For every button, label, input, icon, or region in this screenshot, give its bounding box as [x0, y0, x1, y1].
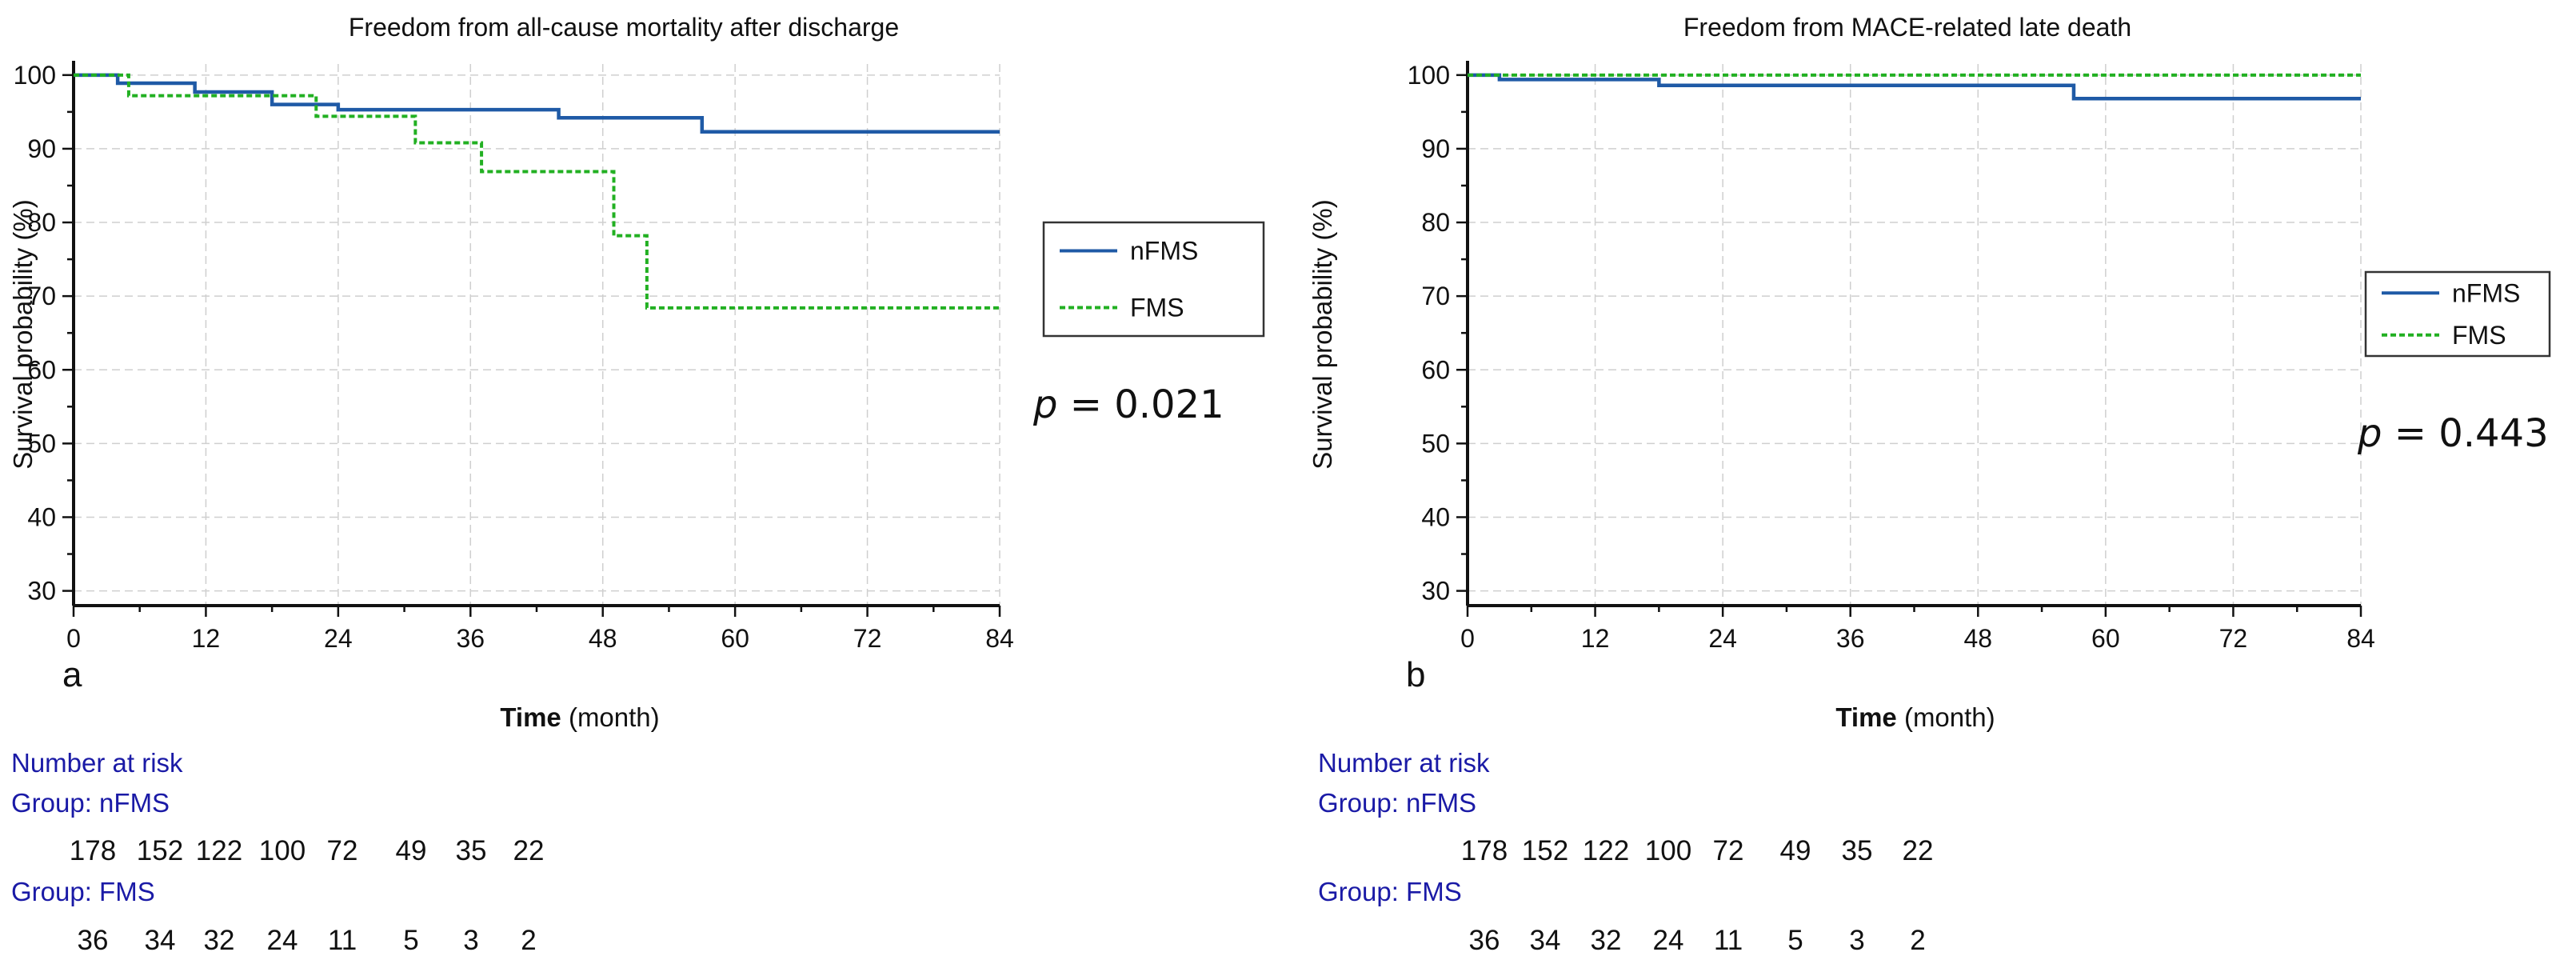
- risk-group-label-nfms: Group: nFMS: [11, 788, 170, 818]
- risk-group-label-nfms: Group: nFMS: [1318, 788, 1476, 818]
- x-tick-label: 12: [1581, 624, 1610, 653]
- y-tick-label: 40: [27, 502, 56, 531]
- y-tick-label: 40: [1421, 502, 1450, 531]
- y-tick-label: 70: [1421, 282, 1450, 310]
- x-tick-label: 48: [589, 624, 617, 653]
- p-value: p = 0.443: [2357, 411, 2549, 456]
- panel-a-chart: 30 40 50 60 70 80 90 100 0 12 24 36 48 60 72 84 Freedom …: [8, 13, 1265, 956]
- legend-label-fms: FMS: [1130, 294, 1184, 322]
- risk-count-nfms: 35: [1842, 835, 1873, 866]
- y-tick-label: 30: [27, 577, 56, 606]
- risk-table-header: Number at risk: [11, 748, 183, 778]
- risk-count-nfms: 100: [1645, 835, 1691, 866]
- y-axis-label: Survival probability (%): [1308, 199, 1337, 469]
- legend-box: [2364, 270, 2551, 358]
- y-tick-label: 50: [1421, 429, 1450, 458]
- risk-count-nfms: 100: [259, 835, 306, 866]
- x-tick-label: 84: [2346, 624, 2375, 653]
- risk-count-nfms: 72: [327, 835, 358, 866]
- x-tick-label: 72: [2219, 624, 2248, 653]
- x-tick-label: 12: [192, 624, 221, 653]
- x-tick-label: 36: [456, 624, 485, 653]
- chart-title: Freedom from all-cause mortality after d…: [349, 13, 899, 42]
- y-tick-label: 90: [27, 134, 56, 163]
- x-axis-label: Time (month): [500, 702, 659, 732]
- risk-count-fms: 11: [328, 925, 357, 956]
- panel-b-chart: 30 40 50 60 70 80 90 100 0 12 24 36 48 60 72 84 Freedom …: [1308, 13, 2551, 956]
- y-tick-label: 80: [27, 208, 56, 237]
- y-tick-label: 100: [1408, 61, 1450, 90]
- y-tick-label: 60: [27, 355, 56, 384]
- chart-legend: nFMS FMS: [2364, 270, 2551, 358]
- risk-count-nfms: 178: [1461, 835, 1508, 866]
- risk-count-fms: 24: [267, 925, 298, 956]
- y-tick-label: 30: [1421, 577, 1450, 606]
- panel-label: a: [62, 655, 82, 694]
- risk-count-nfms: 122: [196, 835, 242, 866]
- risk-count-fms: 3: [463, 925, 478, 956]
- p-value: p = 0.021: [1032, 382, 1224, 427]
- survival-curve-fms: [74, 73, 1000, 310]
- risk-count-nfms: 178: [70, 835, 116, 866]
- risk-count-nfms: 35: [456, 835, 487, 866]
- x-tick-label: 60: [721, 624, 749, 653]
- risk-count-nfms: 49: [396, 835, 427, 866]
- y-tick-label: 60: [1421, 355, 1450, 384]
- legend-box: [1042, 221, 1265, 338]
- survival-curve-nfms: [1468, 73, 2361, 101]
- legend-label-nfms: nFMS: [1130, 237, 1198, 266]
- risk-count-fms: 24: [1653, 925, 1684, 956]
- risk-count-fms: 36: [78, 925, 109, 956]
- risk-count-nfms: 49: [1780, 835, 1811, 866]
- risk-table: Number at risk Group: nFMS 178 152 122 100 72 4…: [11, 748, 544, 956]
- x-tick-label: 84: [985, 624, 1014, 653]
- chart-legend: nFMS FMS: [1042, 221, 1265, 338]
- risk-count-fms: 36: [1469, 925, 1500, 956]
- risk-count-fms: 5: [1787, 925, 1803, 956]
- risk-count-fms: 11: [1714, 925, 1743, 956]
- panel-label: b: [1406, 655, 1425, 694]
- x-tick-label: 0: [1460, 624, 1475, 653]
- x-axis-label: Time (month): [1835, 702, 1995, 732]
- x-tick-label: 24: [324, 624, 353, 653]
- survival-curve-nfms: [74, 73, 1000, 134]
- y-tick-label: 70: [27, 282, 56, 310]
- legend-label-nfms: nFMS: [2452, 278, 2520, 307]
- x-tick-label: 48: [1963, 624, 1992, 653]
- risk-count-nfms: 22: [1903, 835, 1934, 866]
- risk-group-label-fms: Group: FMS: [1318, 877, 1462, 906]
- risk-count-fms: 2: [521, 925, 536, 956]
- x-tick-label: 0: [66, 624, 81, 653]
- x-tick-label: 60: [2091, 624, 2120, 653]
- y-tick-label: 100: [14, 61, 56, 90]
- risk-count-nfms: 72: [1713, 835, 1744, 866]
- legend-label-fms: FMS: [2452, 321, 2506, 350]
- y-tick-label: 50: [27, 429, 56, 458]
- risk-count-fms: 2: [1910, 925, 1925, 956]
- x-tick-label: 36: [1836, 624, 1865, 653]
- y-tick-label: 90: [1421, 134, 1450, 163]
- x-tick-label: 24: [1708, 624, 1737, 653]
- chart-title: Freedom from MACE-related late death: [1683, 13, 2131, 42]
- risk-table: Number at risk Group: nFMS 178 152 122 100 72 4…: [1318, 748, 1933, 956]
- risk-count-nfms: 22: [513, 835, 545, 866]
- risk-count-nfms: 152: [137, 835, 183, 866]
- risk-count-nfms: 152: [1522, 835, 1568, 866]
- risk-count-fms: 34: [145, 925, 176, 956]
- x-tick-label: 72: [853, 624, 882, 653]
- risk-count-fms: 32: [1591, 925, 1622, 956]
- risk-group-label-fms: Group: FMS: [11, 877, 155, 906]
- risk-count-nfms: 122: [1583, 835, 1629, 866]
- risk-count-fms: 3: [1849, 925, 1864, 956]
- risk-count-fms: 32: [204, 925, 235, 956]
- risk-table-header: Number at risk: [1318, 748, 1490, 778]
- risk-count-fms: 5: [403, 925, 418, 956]
- y-axis-label: Survival probability (%): [8, 199, 38, 469]
- y-tick-label: 80: [1421, 208, 1450, 237]
- risk-count-fms: 34: [1530, 925, 1561, 956]
